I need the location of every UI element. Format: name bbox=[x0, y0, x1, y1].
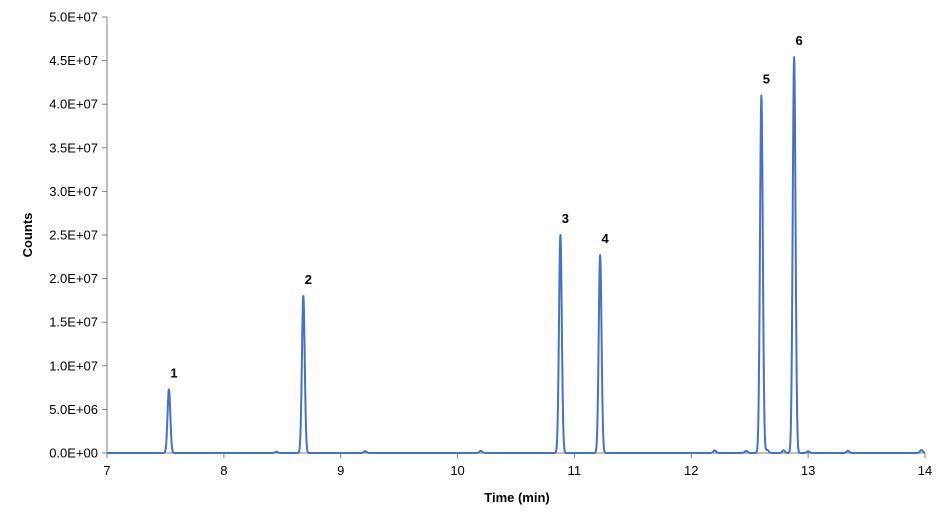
peak-label: 3 bbox=[562, 211, 569, 226]
y-axis-title: Counts bbox=[20, 213, 35, 258]
y-tick-label: 4.0E+07 bbox=[49, 97, 98, 112]
x-tick-label: 9 bbox=[337, 463, 344, 478]
y-tick-label: 4.5E+07 bbox=[49, 53, 98, 68]
peak-labels: 1 2 3 4 5 6 bbox=[170, 33, 802, 380]
peak-label: 5 bbox=[763, 71, 770, 86]
y-tick-label: 5.0E+07 bbox=[49, 10, 98, 25]
y-tick-label: 3.5E+07 bbox=[49, 140, 98, 155]
peak-label: 6 bbox=[796, 33, 803, 48]
x-tick-label: 10 bbox=[450, 463, 464, 478]
chromatogram-trace bbox=[106, 56, 926, 454]
x-ticks: 7 8 9 10 11 12 13 14 bbox=[103, 453, 932, 478]
y-tick-label: 5.0E+06 bbox=[49, 402, 98, 417]
x-tick-label: 13 bbox=[801, 463, 815, 478]
peak-label: 2 bbox=[305, 272, 312, 287]
y-tick-label: 2.0E+07 bbox=[49, 271, 98, 286]
x-tick-label: 11 bbox=[568, 463, 582, 478]
peak-label: 4 bbox=[602, 231, 610, 246]
y-tick-label: 1.0E+07 bbox=[49, 358, 98, 373]
y-tick-label: 3.0E+07 bbox=[49, 184, 98, 199]
peak-label: 1 bbox=[170, 365, 177, 380]
x-axis-title: Time (min) bbox=[484, 490, 550, 505]
y-tick-label: 0.0E+00 bbox=[49, 446, 98, 461]
axes bbox=[106, 17, 925, 454]
x-tick-label: 12 bbox=[684, 463, 698, 478]
x-tick-label: 14 bbox=[918, 463, 932, 478]
y-tick-label: 1.5E+07 bbox=[49, 315, 98, 330]
x-tick-label: 7 bbox=[103, 463, 110, 478]
y-tick-label: 2.5E+07 bbox=[49, 228, 98, 243]
y-ticks: 0.0E+00 5.0E+06 1.0E+07 1.5E+07 2.0E+07 2.5E+… bbox=[49, 10, 107, 461]
x-tick-label: 8 bbox=[220, 463, 227, 478]
